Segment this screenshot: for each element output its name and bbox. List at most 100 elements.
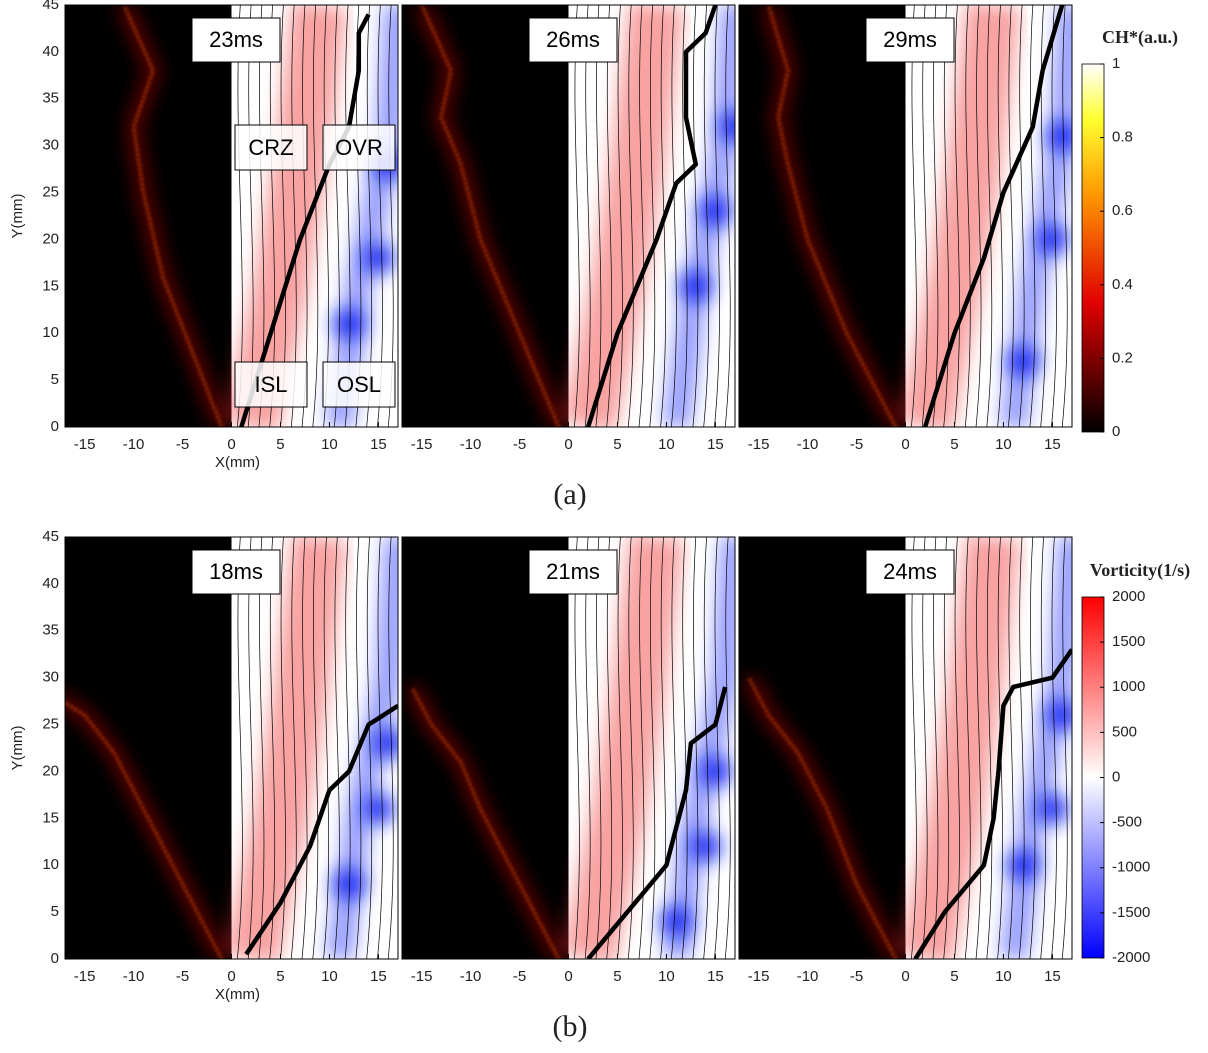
x-tick-label: 10 [321,968,338,985]
positive-vorticity [224,5,347,427]
x-tick-label: 0 [901,436,909,453]
streamline [290,537,297,959]
y-tick-label: 20 [42,762,59,779]
y-tick-label: 25 [42,184,59,201]
streamline [1051,537,1057,959]
x-tick-label: -5 [513,436,526,453]
colorbar-title: CH*(a.u.) [1102,27,1178,48]
y-axis-label: Y(mm) [9,726,26,771]
x-tick-label: 10 [995,436,1012,453]
row-label: (a) [553,478,586,511]
x-tick-label: -15 [411,968,433,985]
x-tick-label: 15 [370,436,387,453]
vortex [372,727,398,760]
x-tick-label: -15 [748,436,770,453]
x-tick-label: 15 [707,968,724,985]
vortex [1007,849,1040,882]
time-label: 29ms [883,27,937,52]
x-tick-label: -5 [850,436,863,453]
x-tick-label: 15 [707,436,724,453]
time-box [865,549,955,595]
x-tick-label: -15 [74,436,96,453]
region-label: ISL [254,372,287,397]
colorbar-tick-label: 0 [1112,423,1120,440]
x-tick-label: 10 [995,968,1012,985]
y-tick-label: 45 [42,0,59,13]
vortex [660,905,693,938]
time-label: 23ms [209,27,263,52]
x-tick-label: -15 [748,968,770,985]
x-tick-label: -10 [797,436,819,453]
x-tick-label: 5 [613,436,621,453]
x-tick-label: -5 [850,968,863,985]
streamline [1007,537,1014,959]
y-tick-label: 40 [42,43,59,60]
x-tick-label: 0 [227,968,235,985]
flame-front [922,5,1065,427]
streamline [692,537,699,959]
streamline [323,537,329,959]
x-tick-label: -5 [176,436,189,453]
streamline [954,537,960,959]
x-tick-label: -5 [513,968,526,985]
vortex [699,195,732,228]
y-axis-label: Y(mm) [9,194,26,239]
flame-front [244,703,398,956]
streamline [387,537,394,959]
streamline [312,5,319,427]
flame-front [913,648,1072,959]
time-box [191,17,281,63]
vortex [719,110,735,143]
y-tick-label: 15 [42,809,59,826]
region-label: CRZ [248,135,293,160]
region-box [322,361,396,408]
streamline [692,5,699,427]
region-box [322,124,396,171]
streamline [681,5,688,427]
streamline [1018,5,1025,427]
colorbar-tick-label: -500 [1112,814,1142,831]
streamline [280,537,286,959]
chemiluminescence-field [739,537,906,959]
colorbar-tick-label: 0.6 [1112,202,1133,219]
chemiluminescence-field [739,5,906,427]
x-tick-label: 5 [613,968,621,985]
streamline [660,537,666,959]
x-axis-label: X(mm) [215,454,260,471]
time-label: 24ms [883,559,937,584]
x-tick-label: 10 [321,436,338,453]
streamline [377,537,383,959]
region-label: OSL [337,372,381,397]
x-tick-label: 5 [276,436,284,453]
streamline [617,5,623,427]
vortex [333,867,366,900]
x-tick-label: 15 [1044,968,1061,985]
streamline [1040,5,1047,427]
streamline [703,5,710,427]
flame-speckle [766,5,898,427]
y-tick-label: 30 [42,137,59,154]
chemiluminescence-field [65,537,232,959]
streamline [1007,5,1014,427]
time-box [191,549,281,595]
y-tick-label: 35 [42,622,59,639]
colorbar-tick-label: -1500 [1112,904,1150,921]
streamline [964,5,971,427]
colorbar-tick-label: 0.8 [1112,129,1133,146]
x-tick-label: -15 [74,968,96,985]
colorbar-tick-label: 0.2 [1112,349,1133,366]
colorbar [1081,63,1105,433]
streamline [714,537,720,959]
streamline [638,5,645,427]
negative-vorticity [662,537,735,959]
time-label: 18ms [209,559,263,584]
x-tick-label: 15 [1044,436,1061,453]
streamline [649,537,656,959]
x-tick-label: -15 [411,436,433,453]
x-tick-label: 15 [370,968,387,985]
y-tick-label: 0 [51,418,59,435]
streamline [986,5,993,427]
region-box [234,361,308,408]
x-tick-label: -10 [460,436,482,453]
